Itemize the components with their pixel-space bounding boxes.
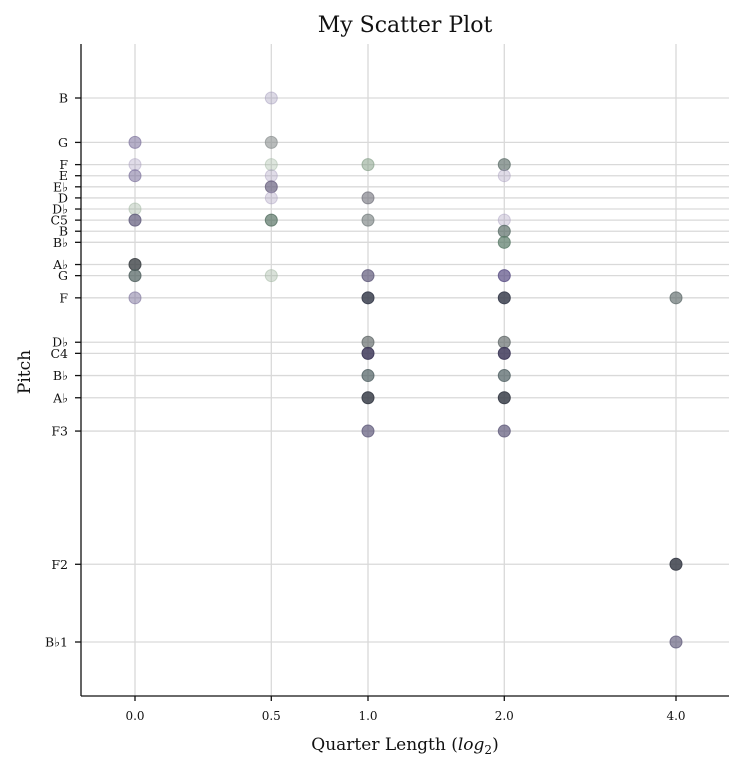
y-tick-label: C5 — [50, 213, 68, 228]
y-tick-label: A♭ — [52, 257, 68, 272]
data-point — [361, 346, 375, 360]
data-point — [128, 291, 142, 305]
x-axis-label: Quarter Length (log2) — [311, 735, 498, 757]
data-point — [497, 213, 511, 227]
x-tick-label: 4.0 — [666, 709, 685, 723]
y-tick-label: E♭ — [53, 179, 68, 194]
data-point — [264, 91, 278, 105]
data-point — [361, 369, 375, 383]
data-point — [128, 269, 142, 283]
y-tick-label: B♭ — [53, 235, 68, 250]
data-point — [497, 391, 511, 405]
y-tick-label: B♭1 — [45, 635, 68, 650]
y-tick-label: E — [59, 168, 68, 183]
data-point — [497, 158, 511, 172]
x-axis-label-log: log — [458, 735, 485, 755]
data-point — [128, 213, 142, 227]
x-tick-label: 0.5 — [262, 709, 281, 723]
data-point — [497, 291, 511, 305]
data-point — [264, 169, 278, 183]
x-tick-label: 1.0 — [358, 709, 377, 723]
data-point — [361, 191, 375, 205]
y-tick-label: G — [58, 268, 68, 283]
y-tick-label: G — [58, 135, 68, 150]
data-point — [497, 346, 511, 360]
y-tick-label: F — [59, 157, 68, 172]
y-tick-label: F2 — [51, 557, 68, 572]
y-axis-label: Pitch — [15, 350, 35, 394]
y-tick-label: B♭ — [53, 368, 68, 383]
data-point — [497, 335, 511, 349]
y-tick-label: D♭ — [52, 335, 68, 350]
data-point — [497, 269, 511, 283]
data-point — [128, 202, 142, 216]
data-point — [361, 335, 375, 349]
x-axis-label-sub: 2 — [484, 743, 492, 757]
x-tick-label: 0.0 — [125, 709, 144, 723]
y-tick-label: D — [58, 190, 68, 205]
y-tick-label: B — [59, 224, 68, 239]
y-tick-label: B — [59, 91, 68, 106]
y-tick-label: C4 — [50, 346, 68, 361]
data-point — [128, 169, 142, 183]
x-axis-label-close: ) — [492, 735, 499, 755]
data-point — [128, 158, 142, 172]
data-point — [497, 424, 511, 438]
data-point — [264, 213, 278, 227]
data-point — [128, 258, 142, 272]
data-point — [669, 291, 683, 305]
x-axis-label-text: Quarter Length ( — [311, 735, 458, 755]
data-points — [128, 91, 683, 649]
data-point — [264, 269, 278, 283]
data-point — [264, 158, 278, 172]
y-tick-label: D♭ — [52, 202, 68, 217]
data-point — [361, 291, 375, 305]
y-tick-label: A♭ — [52, 390, 68, 405]
data-point — [497, 169, 511, 183]
chart-title: My Scatter Plot — [318, 13, 493, 38]
x-ticks: 0.0 0.5 1.0 2.0 4.0 — [125, 696, 686, 723]
data-point — [361, 391, 375, 405]
data-point — [497, 235, 511, 249]
data-point — [669, 635, 683, 649]
data-point — [128, 135, 142, 149]
data-point — [264, 191, 278, 205]
x-tick-label: 2.0 — [495, 709, 514, 723]
data-point — [669, 557, 683, 571]
y-tick-label: F — [59, 290, 68, 305]
data-point — [497, 369, 511, 383]
data-point — [497, 224, 511, 238]
data-point — [361, 269, 375, 283]
data-point — [361, 424, 375, 438]
data-point — [264, 135, 278, 149]
axes-spines — [80, 44, 729, 697]
data-point — [361, 158, 375, 172]
grid-layer — [81, 44, 729, 696]
data-point — [264, 180, 278, 194]
y-tick-label: F3 — [51, 424, 68, 439]
data-point — [361, 213, 375, 227]
